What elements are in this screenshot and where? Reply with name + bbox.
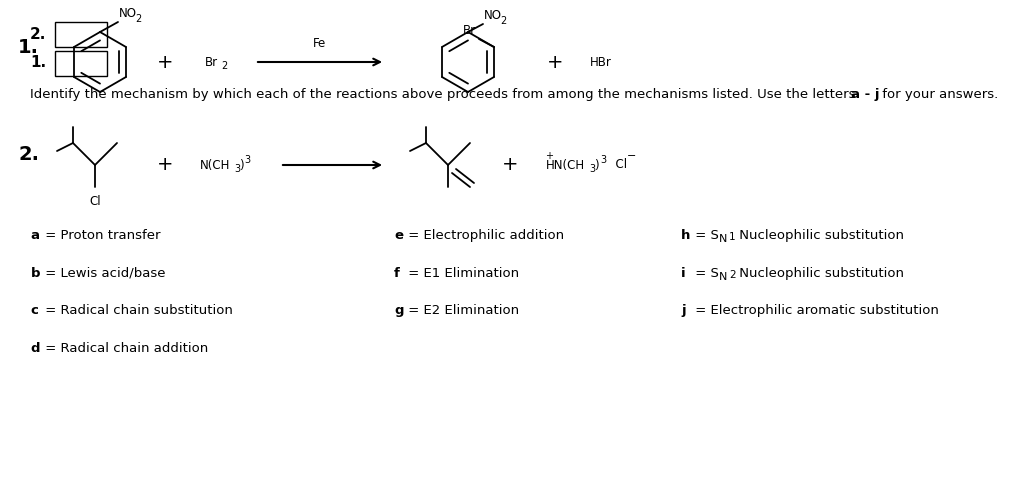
Text: ): ) xyxy=(239,158,244,172)
Text: a - j: a - j xyxy=(851,88,880,101)
Text: = E1 Elimination: = E1 Elimination xyxy=(404,267,519,280)
Text: = S: = S xyxy=(691,267,719,280)
Text: = S: = S xyxy=(691,229,719,242)
Text: 1: 1 xyxy=(729,232,735,242)
Text: h: h xyxy=(681,229,690,242)
Text: 3: 3 xyxy=(244,155,250,165)
Text: N: N xyxy=(719,272,727,282)
Text: 2: 2 xyxy=(729,270,735,280)
Text: N(CH: N(CH xyxy=(200,158,230,172)
Text: a: a xyxy=(31,229,40,242)
Text: 2: 2 xyxy=(221,61,227,71)
Text: c: c xyxy=(31,304,39,317)
Text: ): ) xyxy=(594,158,599,172)
Text: Cl: Cl xyxy=(608,158,627,172)
Bar xyxy=(55,51,106,76)
Text: 2: 2 xyxy=(135,14,141,24)
Text: 1.: 1. xyxy=(18,38,39,57)
Text: b: b xyxy=(31,267,40,280)
Text: Nucleophilic substitution: Nucleophilic substitution xyxy=(735,229,904,242)
Text: Identify the mechanism by which each of the reactions above proceeds from among : Identify the mechanism by which each of … xyxy=(30,88,860,101)
Text: +: + xyxy=(157,155,173,175)
Text: 2.: 2. xyxy=(30,27,46,42)
Text: 3: 3 xyxy=(589,164,595,174)
Bar xyxy=(55,22,106,47)
Text: = Electrophilic aromatic substitution: = Electrophilic aromatic substitution xyxy=(691,304,939,317)
Text: +: + xyxy=(547,52,563,71)
Text: d: d xyxy=(31,342,40,355)
Text: i: i xyxy=(681,267,686,280)
Text: +: + xyxy=(502,155,518,175)
Text: −: − xyxy=(627,151,636,161)
Text: Cl: Cl xyxy=(89,195,100,208)
Text: +: + xyxy=(157,52,173,71)
Text: 3: 3 xyxy=(234,164,240,174)
Text: 2.: 2. xyxy=(18,145,39,164)
Text: = Electrophilic addition: = Electrophilic addition xyxy=(404,229,564,242)
Text: for your answers.: for your answers. xyxy=(878,88,998,101)
Text: N: N xyxy=(719,234,727,244)
Text: g: g xyxy=(394,304,403,317)
Text: = Proton transfer: = Proton transfer xyxy=(41,229,160,242)
Text: NO: NO xyxy=(484,9,502,22)
Text: Fe: Fe xyxy=(313,37,327,50)
Text: Nucleophilic substitution: Nucleophilic substitution xyxy=(735,267,904,280)
Text: = E2 Elimination: = E2 Elimination xyxy=(404,304,519,317)
Text: = Radical chain addition: = Radical chain addition xyxy=(41,342,208,355)
Text: 1.: 1. xyxy=(30,55,46,70)
Text: NO: NO xyxy=(119,7,137,20)
Text: +: + xyxy=(545,151,553,161)
Text: f: f xyxy=(394,267,400,280)
Text: = Radical chain substitution: = Radical chain substitution xyxy=(41,304,232,317)
Text: 2: 2 xyxy=(500,16,506,26)
Text: Br: Br xyxy=(463,24,476,37)
Text: Br: Br xyxy=(205,55,218,68)
Text: 3: 3 xyxy=(600,155,606,165)
Text: HBr: HBr xyxy=(590,55,612,68)
Text: j: j xyxy=(681,304,686,317)
Text: e: e xyxy=(394,229,403,242)
Text: = Lewis acid/base: = Lewis acid/base xyxy=(41,267,165,280)
Text: HN(CH: HN(CH xyxy=(546,158,585,172)
